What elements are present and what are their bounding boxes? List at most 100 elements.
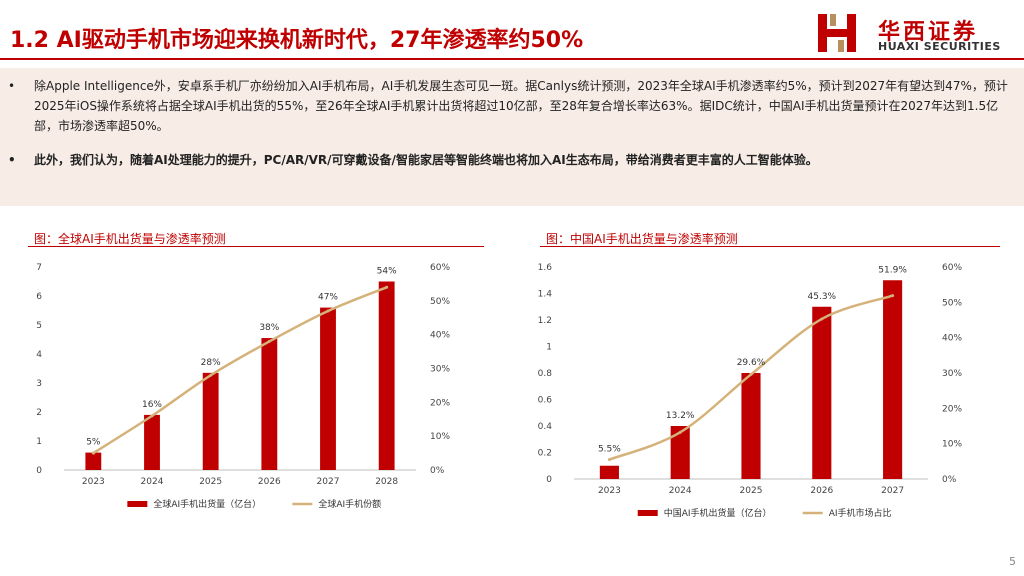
y-right-tick-label: 60% <box>430 263 450 273</box>
bar <box>320 307 336 470</box>
y-left-tick-label: 1.6 <box>538 263 553 273</box>
y-left-tick-label: 1 <box>36 437 42 447</box>
line-point <box>209 373 213 377</box>
y-right-tick-label: 30% <box>942 369 962 379</box>
bullet-item: • 除Apple Intelligence外，安卓系手机厂亦纷纷加入AI手机布局… <box>8 76 1013 140</box>
y-right-tick-label: 0% <box>430 466 445 476</box>
y-right-tick-label: 10% <box>942 440 962 450</box>
title-divider <box>0 58 1024 60</box>
chart-title-china: 图：中国AI手机出货量与渗透率预测 <box>546 232 738 246</box>
line-point <box>267 339 271 343</box>
global-ai-phone-chart: 0 1 2 3 4 5 6 7 0% 10% 20% 30% 40% 50% 60% 5% 16% 28% 38% 4… <box>36 263 450 510</box>
y-right-tick-label: 10% <box>430 432 450 442</box>
data-label: 51.9% <box>878 265 907 275</box>
bar <box>144 414 160 470</box>
bar <box>202 372 219 470</box>
x-tick-label: 2025 <box>740 486 763 496</box>
y-left-tick-label: 0 <box>546 475 552 485</box>
line-point <box>749 372 753 376</box>
bar <box>599 465 619 479</box>
y-right-tick-label: 40% <box>942 334 962 344</box>
data-label: 28% <box>201 358 221 368</box>
y-right-tick-label: 50% <box>942 298 962 308</box>
line-point <box>385 285 389 289</box>
line-point <box>607 458 611 462</box>
x-tick-label: 2028 <box>375 477 398 487</box>
legend-label: 全球AI手机出货量（亿台） <box>153 498 261 510</box>
bar <box>261 338 278 470</box>
line-point <box>820 317 824 321</box>
bar <box>670 426 690 479</box>
summary-band <box>0 68 1024 206</box>
data-label: 45.3% <box>808 292 837 302</box>
bar <box>812 306 832 479</box>
y-left-tick-label: 1 <box>546 343 552 353</box>
bullet-dot: • <box>8 79 16 93</box>
line-point <box>91 451 95 455</box>
legend-bar-swatch <box>637 510 658 516</box>
legend-bar-swatch <box>127 501 148 507</box>
x-tick-label: 2023 <box>82 477 105 487</box>
x-tick-label: 2026 <box>810 486 833 496</box>
data-label: 47% <box>318 293 338 303</box>
bar <box>883 280 903 479</box>
line-point <box>326 309 330 313</box>
bullet-item: • 此外，我们认为，随着AI处理能力的提升，PC/AR/VR/可穿戴设备/智能家… <box>8 150 1013 194</box>
bullet-text: 此外，我们认为，随着AI处理能力的提升，PC/AR/VR/可穿戴设备/智能家居等… <box>34 153 818 167</box>
y-left-tick-label: 0.2 <box>538 449 552 459</box>
y-right-tick-label: 40% <box>430 331 450 341</box>
y-left-tick-label: 2 <box>36 408 42 418</box>
bullet-dot: • <box>8 153 16 167</box>
data-label: 5.5% <box>598 445 621 455</box>
line-point <box>891 294 895 298</box>
logo-text-en: HUAXI SECURITIES <box>878 40 1001 53</box>
x-tick-label: 2026 <box>258 477 281 487</box>
bar <box>378 281 395 470</box>
legend-label: AI手机市场占比 <box>829 507 892 519</box>
y-left-tick-label: 0.8 <box>538 369 553 379</box>
page-title: 1.2 AI驱动手机市场迎来换机新时代，27年渗透率约50% <box>10 28 584 53</box>
bullet-text: 除Apple Intelligence外，安卓系手机厂亦纷纷加入AI手机布局，A… <box>34 79 1008 133</box>
data-label: 29.6% <box>737 358 766 368</box>
series-line <box>92 286 388 455</box>
y-left-tick-label: 7 <box>36 263 42 273</box>
legend-label: 全球AI手机份额 <box>318 498 381 510</box>
logo-text-cn: 华西证券 <box>878 20 979 45</box>
data-label: 54% <box>377 267 397 277</box>
x-tick-label: 2027 <box>881 486 904 496</box>
y-left-tick-label: 0.6 <box>538 396 553 406</box>
y-left-tick-label: 6 <box>36 292 42 302</box>
x-tick-label: 2027 <box>317 477 340 487</box>
y-left-tick-label: 1.4 <box>538 290 553 300</box>
bar <box>741 373 761 479</box>
huaxi-logo-icon <box>818 14 856 52</box>
page-number: 5 <box>1009 555 1016 568</box>
y-right-tick-label: 20% <box>430 398 450 408</box>
chart-title-global: 图：全球AI手机出货量与渗透率预测 <box>34 232 226 246</box>
legend-label: 中国AI手机出货量（亿台） <box>664 507 772 519</box>
y-right-tick-label: 20% <box>942 404 962 414</box>
x-tick-label: 2024 <box>141 477 164 487</box>
data-label: 16% <box>142 400 162 410</box>
china-ai-phone-chart: 0 0.2 0.4 0.6 0.8 1 1.2 1.4 1.6 0% 10% 20% 30% 40% 50%… <box>538 263 963 519</box>
y-left-tick-label: 1.2 <box>538 316 552 326</box>
x-tick-label: 2024 <box>669 486 692 496</box>
y-right-tick-label: 0% <box>942 475 957 485</box>
y-left-tick-label: 0.4 <box>538 422 553 432</box>
y-left-tick-label: 3 <box>36 379 42 389</box>
y-left-tick-label: 0 <box>36 466 42 476</box>
chart-title-divider <box>540 246 1000 247</box>
y-right-tick-label: 50% <box>430 297 450 307</box>
chart-title-divider <box>28 246 484 247</box>
x-tick-label: 2023 <box>598 486 621 496</box>
data-label: 5% <box>86 438 101 448</box>
y-right-tick-label: 60% <box>942 263 962 273</box>
line-point <box>150 414 154 418</box>
company-logo: 华西证券 HUAXI SECURITIES <box>816 12 1016 54</box>
line-point <box>678 430 682 434</box>
data-label: 38% <box>259 323 279 333</box>
y-right-tick-label: 30% <box>430 365 450 375</box>
x-tick-label: 2025 <box>199 477 222 487</box>
y-left-tick-label: 5 <box>36 321 42 331</box>
y-left-tick-label: 4 <box>36 350 42 360</box>
